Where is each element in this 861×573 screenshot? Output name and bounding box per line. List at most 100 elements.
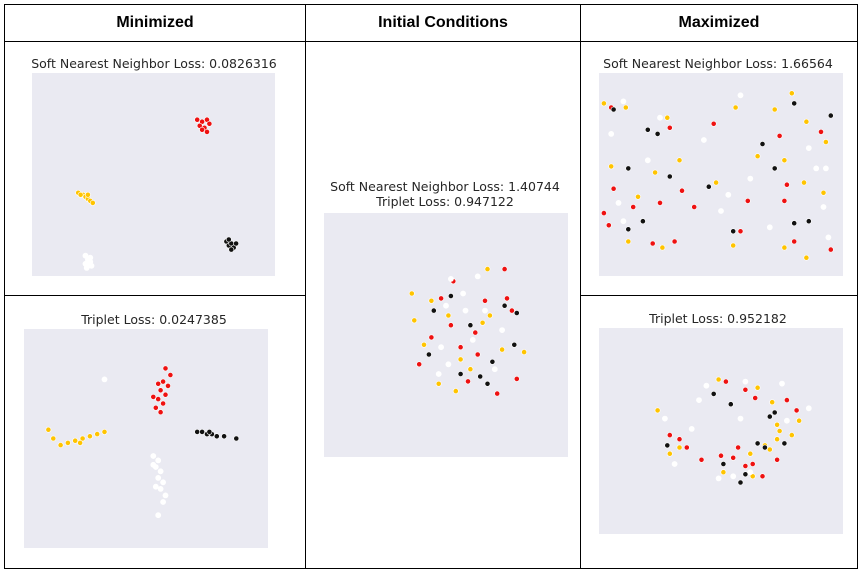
data-point-red (710, 120, 717, 127)
data-point-gold (822, 139, 829, 145)
data-point-red (457, 344, 464, 351)
scatter-plot-min-triplet (24, 329, 268, 548)
data-point-black (213, 433, 220, 440)
data-point-gold (666, 450, 673, 457)
data-point-gold (747, 450, 754, 457)
data-point-gold (754, 384, 761, 391)
data-point-black (791, 220, 798, 227)
data-point-black (781, 440, 788, 447)
scatter-plot-max-snn (599, 73, 843, 276)
data-point-white (742, 378, 749, 385)
data-point-gold (411, 317, 418, 324)
data-point-black (754, 440, 761, 447)
header-initial-conditions: Initial Conditions (378, 14, 508, 31)
scatter-points (408, 266, 527, 397)
data-point-black (625, 165, 632, 172)
data-point-white (162, 492, 169, 499)
data-point-gold (521, 349, 527, 355)
scatter-plot-initial (324, 213, 568, 457)
column-divider (580, 5, 581, 568)
data-point-gold (65, 440, 71, 446)
data-point-black (771, 165, 778, 172)
data-point-gold (788, 432, 795, 438)
data-point-black (640, 218, 646, 225)
data-point-white (83, 264, 90, 271)
data-point-white (805, 405, 812, 412)
data-point-gold (622, 104, 629, 111)
data-point-red (428, 334, 435, 341)
data-point-red (759, 473, 766, 480)
data-point-gold (659, 244, 666, 251)
header-minimized: Minimized (116, 14, 194, 31)
data-point-red (774, 456, 780, 463)
data-point-white (150, 461, 157, 468)
data-point-gold (769, 399, 776, 406)
data-point-red (793, 407, 800, 414)
data-point-black (448, 293, 454, 299)
data-point-gold (788, 90, 795, 97)
data-point-red (679, 187, 685, 194)
scatter-points (654, 376, 812, 486)
data-point-red (671, 238, 678, 245)
data-point-white (725, 191, 732, 198)
data-point-white (703, 382, 710, 389)
data-point-red (735, 444, 741, 451)
data-point-red (204, 129, 210, 135)
data-point-white (783, 417, 790, 424)
data-point-red (605, 222, 612, 229)
data-point-gold (408, 290, 415, 297)
data-point-gold (85, 191, 91, 198)
data-point-white (644, 157, 651, 164)
data-point-white (671, 461, 678, 467)
data-point-red (718, 452, 724, 459)
data-point-white (491, 366, 498, 373)
data-point-gold (774, 421, 780, 428)
data-point-red (162, 365, 169, 372)
data-point-gold (732, 104, 739, 111)
header-maximized: Maximized (678, 14, 760, 31)
data-point-black (654, 131, 661, 137)
data-point-black (233, 240, 239, 247)
data-point-black (705, 183, 712, 190)
data-point-white (438, 344, 444, 351)
data-point-black (225, 236, 232, 243)
data-point-black (233, 435, 240, 442)
data-point-white (157, 485, 164, 492)
data-point-gold (654, 407, 661, 414)
data-point-white (737, 92, 744, 99)
data-point-black (771, 409, 778, 416)
data-point-gold (776, 428, 783, 434)
data-point-gold (676, 444, 683, 451)
data-point-red (683, 444, 690, 451)
data-point-white (160, 479, 166, 486)
data-point-gold (803, 254, 810, 261)
data-point-black (194, 429, 201, 435)
data-point-red (791, 238, 798, 245)
data-point-red (723, 378, 729, 385)
data-point-gold (664, 114, 671, 121)
data-point-red (601, 210, 607, 216)
data-point-white (462, 307, 469, 314)
data-point-red (781, 198, 788, 204)
data-point-white (155, 457, 162, 464)
data-point-gold (820, 189, 827, 196)
data-point-gold (715, 376, 722, 383)
data-point-white (766, 224, 773, 231)
data-point-white (718, 208, 724, 214)
data-point-red (749, 461, 756, 467)
data-point-black (791, 100, 798, 107)
data-point-white (608, 131, 615, 137)
data-point-gold (457, 356, 464, 363)
data-point-gold (781, 157, 788, 164)
data-point-black (761, 444, 768, 451)
data-point-red (165, 383, 171, 389)
data-point-red (610, 185, 617, 192)
data-point-white (696, 397, 702, 403)
data-point-white (499, 327, 505, 333)
data-point-black (501, 302, 508, 309)
data-point-white (825, 234, 832, 241)
data-point-black (759, 141, 766, 147)
data-point-red (742, 386, 749, 393)
chart-title: Triplet Loss: 0.952182 (649, 311, 787, 326)
data-point-red (666, 432, 673, 438)
